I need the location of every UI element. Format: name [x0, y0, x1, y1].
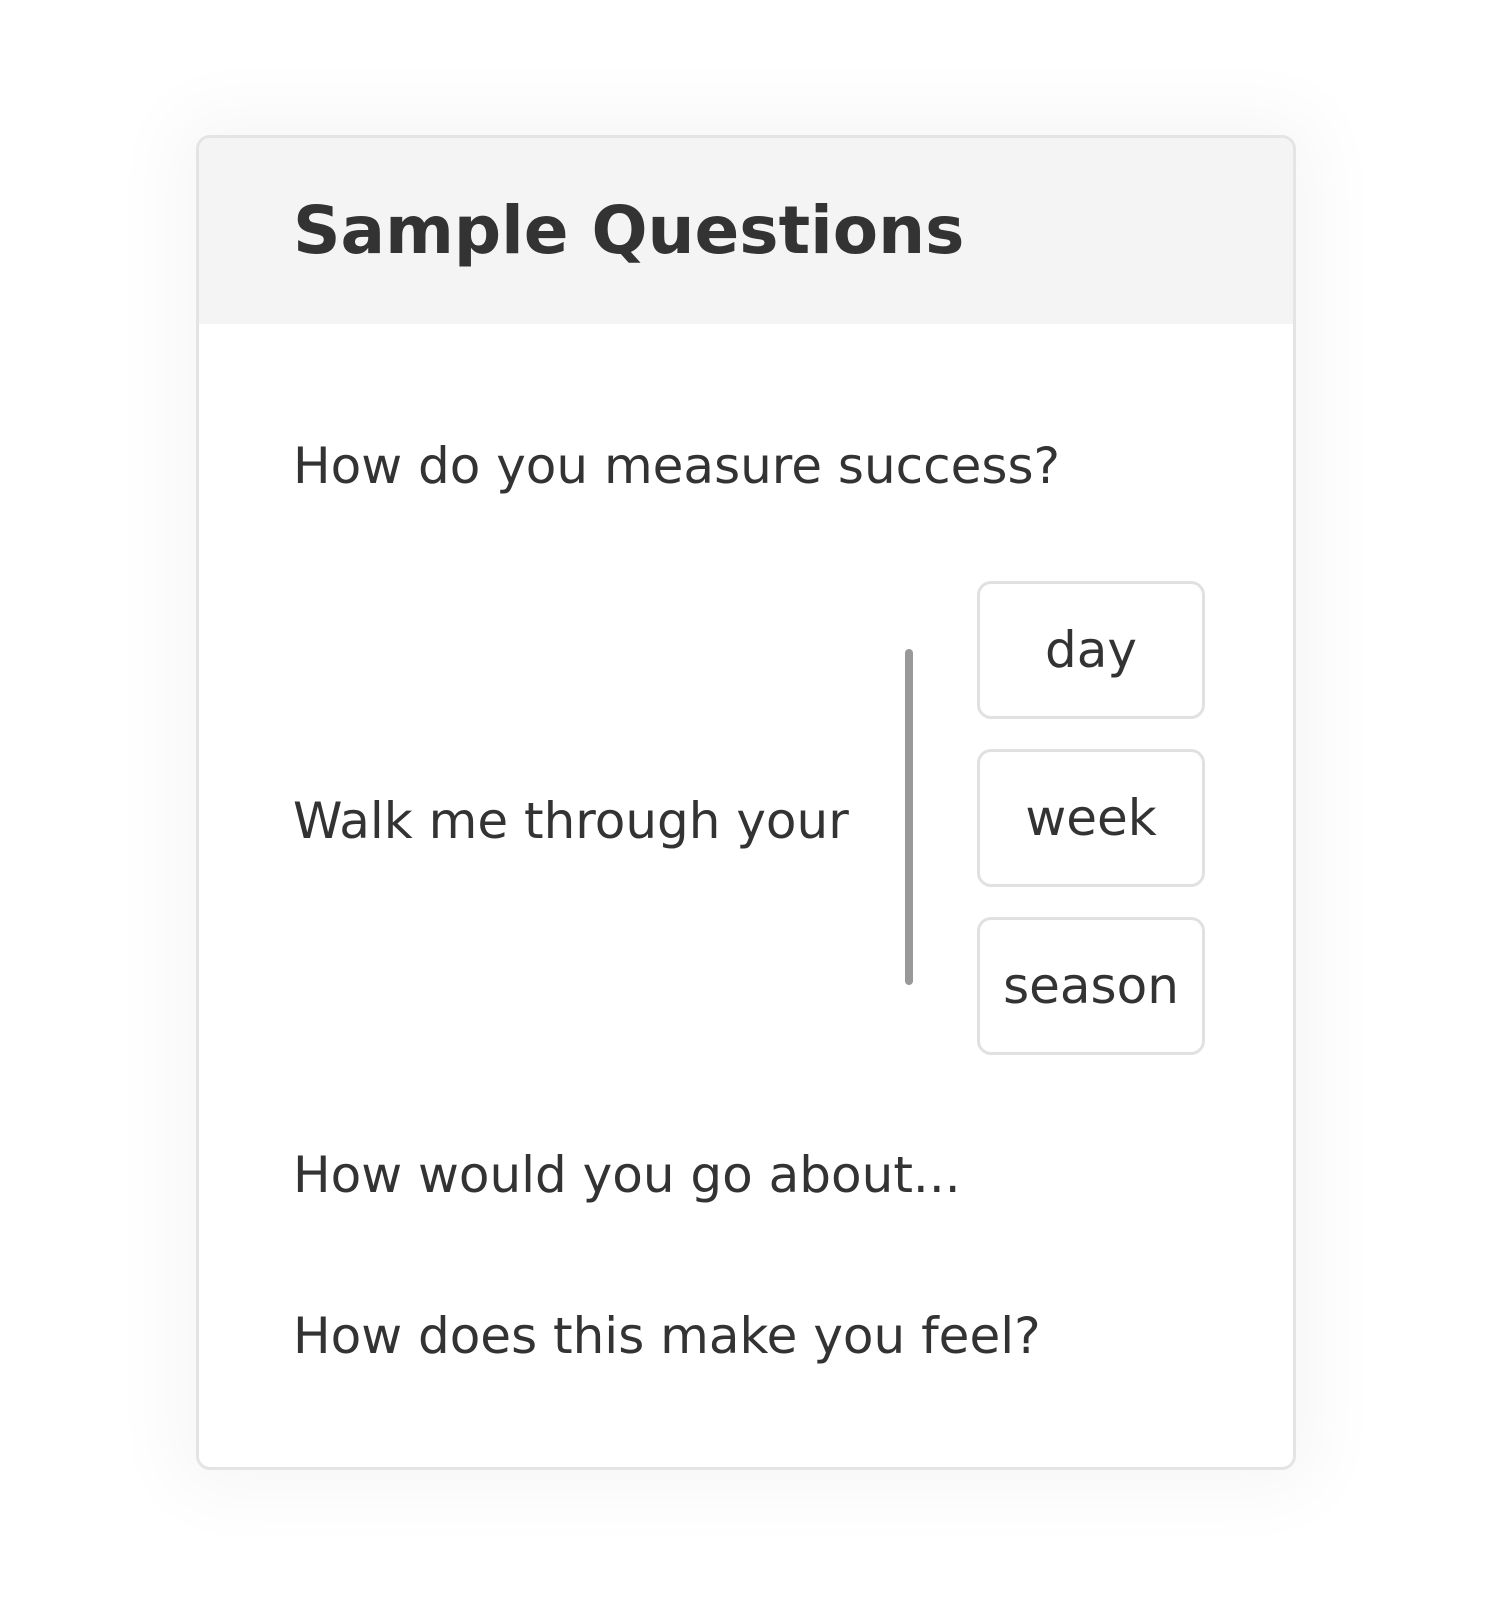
- card-header: Sample Questions: [199, 138, 1293, 324]
- time-period-options: day week season: [977, 581, 1205, 1085]
- sample-questions-card: Sample Questions How do you measure succ…: [196, 135, 1296, 1470]
- card-title: Sample Questions: [293, 191, 965, 269]
- option-season[interactable]: season: [977, 917, 1205, 1055]
- question-feel: How does this make you feel?: [293, 1307, 1041, 1365]
- question-measure-success: How do you measure success?: [293, 437, 1061, 495]
- option-week[interactable]: week: [977, 749, 1205, 887]
- question-go-about: How would you go about...: [293, 1146, 961, 1204]
- question-walk-me-through-label: Walk me through your: [293, 792, 849, 850]
- options-divider: [905, 649, 913, 985]
- option-day[interactable]: day: [977, 581, 1205, 719]
